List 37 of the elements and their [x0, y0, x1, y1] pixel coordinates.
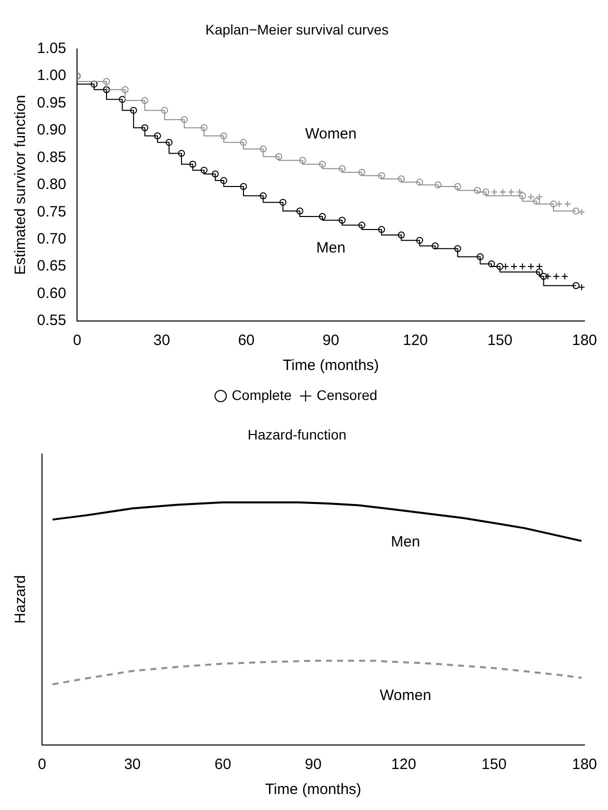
chart-title: Hazard-function [248, 426, 346, 442]
x-tick-label: 120 [391, 756, 416, 774]
x-tick-label: 120 [402, 332, 428, 350]
y-tick-label: 0.75 [36, 203, 66, 220]
x-tick-label: 90 [322, 332, 340, 350]
y-tick-label: 0.80 [36, 176, 66, 194]
x-axis-title: Time (months) [265, 781, 362, 798]
x-tick-label: 30 [153, 332, 170, 350]
x-tick-label: 150 [487, 332, 512, 350]
x-tick-label: 30 [124, 756, 141, 774]
y-tick-label: 0.60 [36, 284, 66, 302]
x-tick-label: 60 [214, 756, 232, 774]
x-axis-title: Time (months) [282, 357, 379, 374]
chart-title: Kaplan−Meier survival curves [205, 21, 389, 38]
x-tick-label: 150 [482, 756, 507, 774]
y-tick-label: 0.85 [36, 148, 66, 166]
y-axis-title: Hazard [12, 575, 30, 624]
legend-label: Censored [316, 386, 378, 403]
legend-label: Complete [232, 386, 292, 403]
y-tick-label: 0.65 [36, 258, 66, 275]
x-tick-label: 90 [304, 756, 322, 774]
y-tick-label: 0.95 [36, 94, 66, 112]
x-tick-label: 60 [238, 332, 255, 350]
x-tick-label: 180 [572, 332, 597, 350]
annotation: Women [380, 686, 432, 704]
y-tick-label: 1.00 [36, 67, 66, 84]
annotation: Women [305, 125, 357, 142]
annotation: Men [316, 240, 346, 257]
x-tick-label: 0 [38, 756, 46, 774]
annotation: Men [390, 534, 420, 551]
y-tick-label: 0.90 [36, 122, 66, 139]
y-tick-label: 0.70 [36, 230, 66, 248]
x-tick-label: 180 [572, 756, 597, 774]
y-tick-label: 0.55 [36, 312, 66, 330]
y-axis-title: Estimated survivor function [12, 94, 30, 275]
x-tick-label: 0 [73, 332, 82, 350]
y-tick-label: 1.05 [36, 40, 66, 57]
